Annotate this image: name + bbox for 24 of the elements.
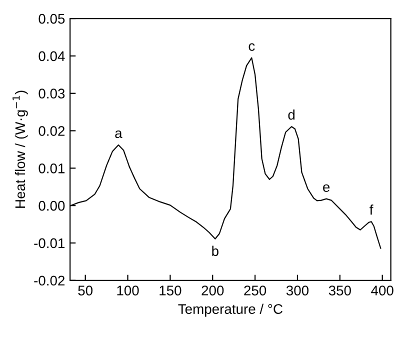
x-tick-label: 250 (244, 286, 266, 296)
y-tick-label: 0.05 (38, 14, 65, 24)
x-tick-label: 400 (371, 286, 394, 296)
x-axis-title: Temperature / °C (178, 304, 282, 317)
x-tick-label: 100 (117, 286, 139, 296)
y-tick-label: 0.03 (38, 88, 65, 99)
annotation: d (288, 110, 295, 120)
annotation: a (115, 130, 122, 138)
annotation: b (212, 246, 218, 256)
y-tick-label: 0.04 (38, 51, 65, 62)
y-axis-title: Heat flow / (W·g$^{−1}$) (12, 90, 28, 208)
x-tick-label: 150 (160, 286, 182, 296)
annotation: c (248, 43, 255, 51)
y-tick-label: 0.02 (38, 126, 65, 136)
y-tick-label: 0.01 (38, 163, 65, 174)
x-tick-label: 350 (328, 286, 351, 296)
x-tick-label: 300 (286, 286, 309, 296)
y-tick-label: -0.02 (34, 276, 65, 286)
x-tick-label: 200 (202, 286, 224, 296)
annotation: e (323, 184, 330, 192)
y-tick-label: -0.01 (34, 238, 65, 248)
x-tick-label: 50 (78, 286, 93, 296)
y-tick-label: 0.00 (38, 200, 65, 211)
annotation: f (370, 204, 374, 215)
